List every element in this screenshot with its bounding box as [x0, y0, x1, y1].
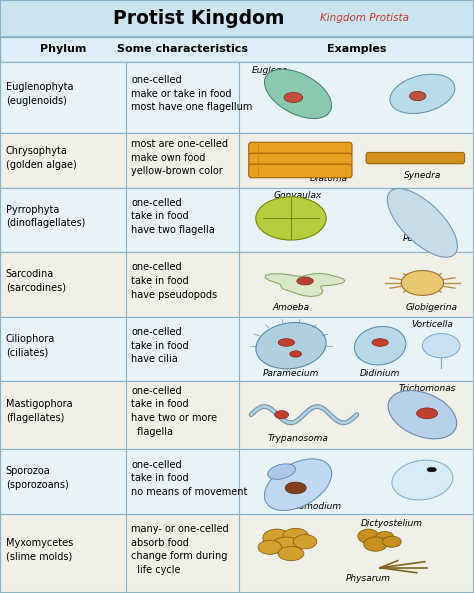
Text: Amoeba: Amoeba: [273, 302, 310, 312]
Ellipse shape: [417, 408, 438, 419]
Ellipse shape: [283, 528, 309, 544]
Text: Diatoma: Diatoma: [310, 174, 347, 183]
Ellipse shape: [358, 529, 379, 543]
Text: Gonyaulax: Gonyaulax: [274, 191, 322, 200]
Text: Euglenophyta
(euglenoids): Euglenophyta (euglenoids): [6, 82, 73, 106]
Ellipse shape: [264, 69, 332, 119]
Text: Dictyostelium: Dictyostelium: [361, 519, 423, 528]
Text: Phylum: Phylum: [40, 44, 86, 54]
Text: Myxomycetes
(slime molds): Myxomycetes (slime molds): [6, 538, 73, 562]
Polygon shape: [265, 273, 345, 296]
Ellipse shape: [256, 197, 326, 240]
FancyBboxPatch shape: [0, 251, 474, 317]
Text: Synedra: Synedra: [404, 171, 441, 180]
FancyBboxPatch shape: [249, 153, 352, 167]
Ellipse shape: [410, 91, 426, 101]
Text: one-celled
take in food
have two or more
  flagella: one-celled take in food have two or more…: [131, 386, 218, 436]
FancyBboxPatch shape: [0, 514, 474, 593]
FancyBboxPatch shape: [0, 381, 474, 449]
Text: Plasmodium: Plasmodium: [287, 502, 342, 511]
Ellipse shape: [263, 529, 291, 547]
Ellipse shape: [278, 547, 304, 560]
Ellipse shape: [268, 464, 295, 479]
Ellipse shape: [284, 93, 303, 103]
Text: Trichomonas: Trichomonas: [398, 384, 456, 393]
Ellipse shape: [297, 277, 313, 285]
Ellipse shape: [375, 531, 394, 544]
Ellipse shape: [364, 537, 387, 551]
Text: Pyrrophyta
(dinoflagellates): Pyrrophyta (dinoflagellates): [6, 205, 85, 228]
Text: one-celled
take in food
have pseudopods: one-celled take in food have pseudopods: [131, 262, 218, 299]
Text: one-celled
take in food
have cilia: one-celled take in food have cilia: [131, 327, 189, 364]
Ellipse shape: [278, 339, 294, 346]
FancyBboxPatch shape: [0, 449, 474, 514]
FancyBboxPatch shape: [249, 164, 352, 178]
Ellipse shape: [388, 391, 456, 439]
Text: Protist Kingdom: Protist Kingdom: [113, 9, 285, 28]
Text: Mastigophora
(flagellates): Mastigophora (flagellates): [6, 400, 73, 423]
Ellipse shape: [264, 459, 332, 511]
FancyBboxPatch shape: [0, 133, 474, 188]
Text: Kingdom Protista: Kingdom Protista: [320, 14, 410, 23]
Ellipse shape: [290, 351, 301, 357]
Text: Peridinium: Peridinium: [403, 234, 451, 243]
Ellipse shape: [293, 535, 317, 549]
FancyBboxPatch shape: [366, 152, 465, 164]
Ellipse shape: [285, 482, 306, 494]
Text: Paramecium: Paramecium: [263, 369, 319, 378]
Text: Sporozoa
(sporozoans): Sporozoa (sporozoans): [6, 466, 68, 490]
Ellipse shape: [355, 326, 406, 365]
Text: Vorticella: Vorticella: [411, 320, 453, 329]
FancyBboxPatch shape: [249, 142, 352, 156]
Ellipse shape: [258, 540, 282, 554]
FancyBboxPatch shape: [0, 0, 474, 37]
Text: one-celled
take in food
no means of movement: one-celled take in food no means of move…: [131, 460, 248, 497]
Ellipse shape: [387, 189, 457, 257]
Ellipse shape: [372, 339, 388, 346]
Text: Euglena: Euglena: [252, 66, 288, 75]
Text: Didinium: Didinium: [360, 369, 401, 378]
Text: Chrysophyta
(golden algae): Chrysophyta (golden algae): [6, 146, 76, 170]
Text: one-celled
take in food
have two flagella: one-celled take in food have two flagell…: [131, 198, 215, 235]
Text: Sarcodina
(sarcodines): Sarcodina (sarcodines): [6, 269, 66, 293]
Ellipse shape: [390, 74, 455, 113]
Ellipse shape: [427, 467, 437, 472]
Text: Some characteristics: Some characteristics: [117, 44, 248, 54]
Ellipse shape: [271, 537, 301, 554]
FancyBboxPatch shape: [0, 37, 474, 62]
Text: most are one-celled
make own food
yellow-brown color: most are one-celled make own food yellow…: [131, 139, 228, 176]
Text: Physarum: Physarum: [346, 574, 391, 584]
Ellipse shape: [401, 270, 444, 295]
Text: one-celled
make or take in food
most have one flagellum: one-celled make or take in food most hav…: [131, 75, 253, 113]
Ellipse shape: [422, 334, 460, 358]
Ellipse shape: [383, 536, 401, 547]
Ellipse shape: [274, 410, 289, 419]
FancyBboxPatch shape: [0, 317, 474, 381]
Ellipse shape: [392, 460, 453, 500]
Text: Phacus: Phacus: [406, 101, 438, 110]
Text: Ciliophora
(ciliates): Ciliophora (ciliates): [6, 334, 55, 358]
FancyBboxPatch shape: [0, 62, 474, 133]
Text: Trypanosoma: Trypanosoma: [268, 434, 328, 443]
Text: many- or one-celled
absorb food
change form during
  life cycle: many- or one-celled absorb food change f…: [131, 524, 229, 575]
FancyBboxPatch shape: [0, 188, 474, 251]
Ellipse shape: [256, 323, 326, 369]
Text: Examples: Examples: [327, 44, 386, 54]
Text: Gregarina: Gregarina: [400, 484, 445, 494]
Text: Globigerina: Globigerina: [406, 302, 458, 312]
